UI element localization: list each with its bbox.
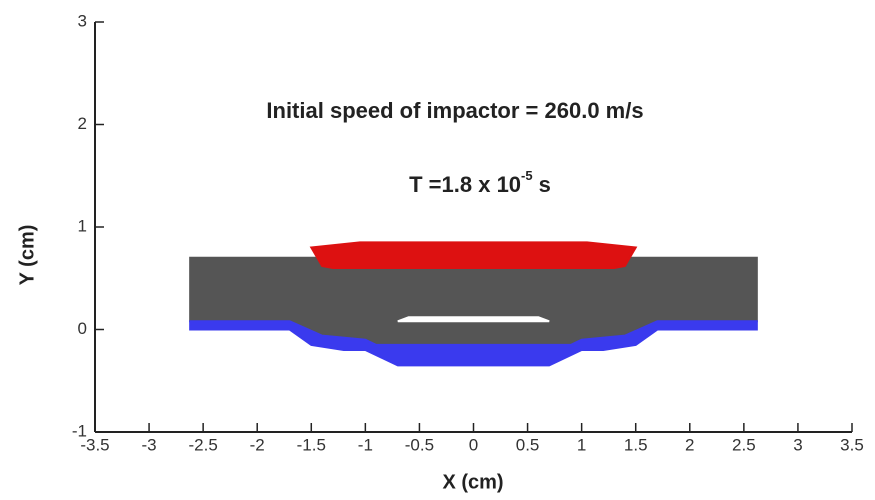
- x-axis-label: X (cm): [442, 471, 503, 493]
- y-tick-label: 0: [78, 319, 87, 338]
- annotation: Initial speed of impactor = 260.0 m/s: [266, 98, 643, 123]
- x-tick-label: -2.5: [188, 435, 217, 454]
- x-tick-label: -3.5: [80, 435, 109, 454]
- x-tick-label: -0.5: [405, 435, 434, 454]
- time-unit: s: [539, 172, 551, 197]
- particle-region: [397, 316, 550, 323]
- x-tick-label: 0.5: [516, 435, 540, 454]
- x-tick-label: 0: [469, 435, 478, 454]
- x-tick-label: 3: [793, 435, 802, 454]
- y-tick-label: 3: [78, 11, 87, 30]
- x-tick-label: 1.5: [624, 435, 648, 454]
- particle-region: [189, 320, 758, 367]
- time-exponent: -5: [521, 168, 533, 183]
- particle-region: [309, 241, 638, 269]
- x-tick-label: -2: [250, 435, 265, 454]
- x-tick-label: 3.5: [840, 435, 864, 454]
- x-tick-label: -3: [142, 435, 157, 454]
- y-tick-label: 1: [78, 216, 87, 235]
- y-axis-label: Y (cm): [16, 225, 38, 286]
- particle-region: [189, 256, 758, 346]
- y-tick-label: -1: [72, 421, 87, 440]
- x-tick-label: 2: [685, 435, 694, 454]
- x-tick-label: 2.5: [732, 435, 756, 454]
- time-label: T =1.8 x 10-5 s: [409, 168, 551, 196]
- x-tick-label: -1.5: [297, 435, 326, 454]
- x-tick-label: 1: [577, 435, 586, 454]
- y-tick-label: 2: [78, 114, 87, 133]
- time-text: T =1.8 x 10: [409, 172, 521, 197]
- x-tick-label: -1: [358, 435, 373, 454]
